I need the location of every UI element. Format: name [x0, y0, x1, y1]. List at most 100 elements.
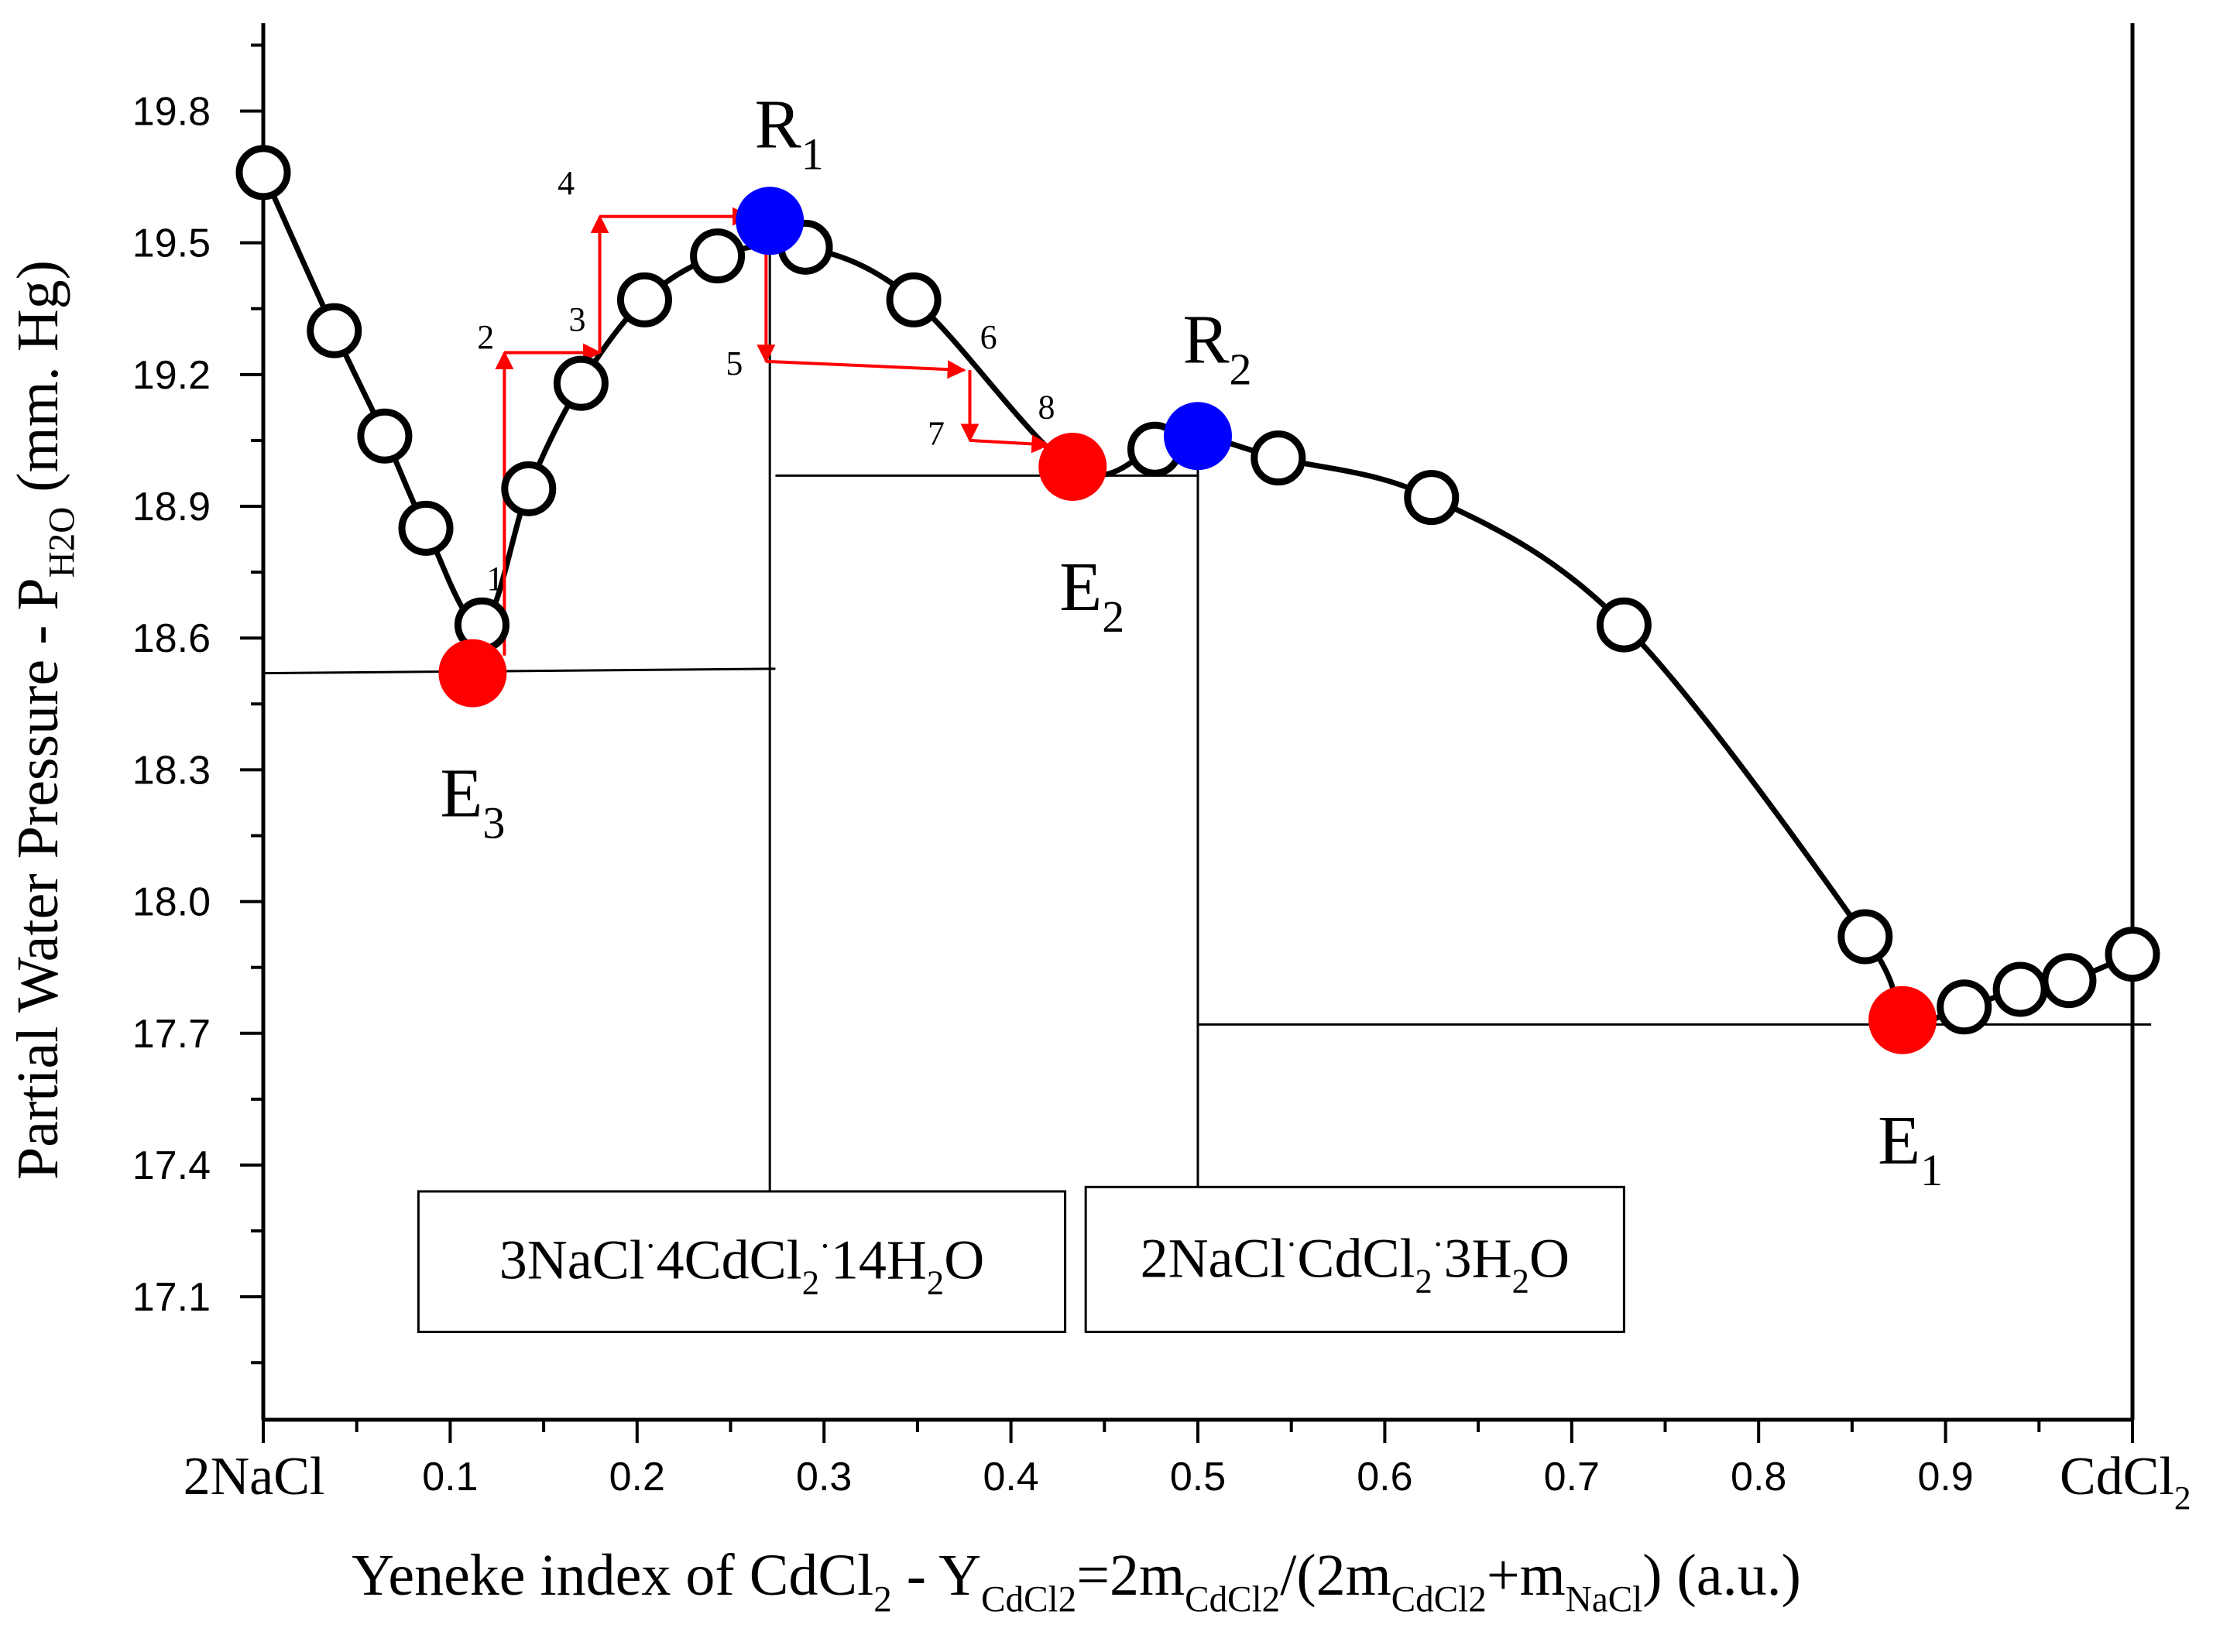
special-point-subscript: 1 — [1920, 1145, 1943, 1195]
data-point — [501, 461, 557, 516]
x-axis-title-part: CdCl2 — [1185, 1579, 1280, 1619]
x-end-label: CdCl2 — [2060, 1447, 2191, 1517]
path-step-label-5: 5 — [726, 344, 743, 382]
x-tick-label: 0.3 — [796, 1455, 852, 1499]
path-step-label-8: 8 — [1038, 389, 1055, 427]
special-point-letter: R — [755, 86, 801, 163]
x-tick-label: 0.5 — [1170, 1455, 1226, 1499]
phase-box-label-1-part: · — [1432, 1225, 1444, 1263]
y-tick-label: 18.3 — [132, 748, 211, 793]
data-point — [2105, 927, 2160, 982]
path-step-label-7: 7 — [928, 415, 945, 453]
x-tick-label: 0.1 — [422, 1455, 478, 1499]
special-point-R1 — [736, 187, 805, 255]
x-tick-label: 0.9 — [1917, 1455, 1973, 1499]
axis-labels: Yeneke index of CdCl2 - YCdCl2=2mCdCl2/(… — [5, 260, 1801, 1619]
x-end-label: 2NaCl — [184, 1447, 325, 1506]
data-point — [2041, 953, 2097, 1009]
y-axis-title-part: (mm. Hg) — [5, 260, 70, 507]
data-point — [1251, 430, 1306, 486]
data-point — [1837, 909, 1893, 965]
phase-box-label-1-part: 3H — [1444, 1227, 1512, 1289]
x-end-label-part: 2 — [2174, 1480, 2191, 1517]
phase-boxes: 3NaCl·4CdCl2·14H2O 2NaCl·CdCl2·3H2O — [417, 1185, 1625, 1334]
phase-box-label-1-part: O — [1529, 1227, 1570, 1289]
x-axis-title-part: CdCl2 — [981, 1579, 1076, 1619]
x-axis-title-part: - Y — [892, 1543, 981, 1608]
data-point — [235, 145, 291, 201]
special-point-E2 — [1038, 432, 1107, 501]
path-step-label-4: 4 — [558, 164, 575, 202]
phase-box-label-0-part: · — [819, 1226, 831, 1265]
path-arrow-8 — [969, 434, 1051, 454]
phase-box-0 — [417, 1190, 1067, 1334]
data-point — [1937, 979, 1992, 1035]
y-axis-title-part: Partial Water Pressure - P — [5, 578, 70, 1180]
y-tick-label: 17.4 — [132, 1143, 211, 1188]
path-step-label-6: 6 — [980, 318, 997, 356]
data-point — [1596, 597, 1652, 653]
x-axis-title-part: ) (a.u.) — [1642, 1543, 1801, 1608]
data-point — [690, 228, 746, 284]
phase-box-1 — [1084, 1185, 1625, 1334]
data-point — [886, 272, 942, 327]
data-point — [398, 500, 454, 556]
phase-box-label-0-part: 2 — [802, 1263, 819, 1302]
x-tick-label: 0.4 — [983, 1455, 1038, 1499]
phase-box-label-1: 2NaCl·CdCl2·3H2O — [1141, 1225, 1570, 1301]
x-axis-title-part: +m — [1487, 1543, 1566, 1608]
special-point-subscript: 3 — [482, 798, 505, 848]
special-point-letter: E — [1878, 1102, 1920, 1179]
x-axis-title-part: Yeneke index of CdCl — [352, 1543, 873, 1608]
guide-line-0 — [262, 667, 776, 675]
special-point-subscript: 2 — [1230, 344, 1252, 394]
phase-box-label-1-part: CdCl — [1297, 1227, 1415, 1289]
data-point — [1992, 961, 2048, 1017]
special-point-letter: E — [440, 756, 482, 832]
data-point — [357, 408, 413, 464]
guide-lines — [262, 221, 2152, 1214]
phase-box-label-0-part: 2 — [927, 1263, 944, 1302]
x-end-label-part: 2NaCl — [184, 1447, 325, 1506]
y-tick-label: 17.7 — [132, 1012, 211, 1057]
data-points — [235, 145, 2160, 1035]
x-tick-label: 0.2 — [609, 1455, 665, 1499]
data-point — [1404, 470, 1460, 526]
path-step-label-1: 1 — [486, 560, 503, 598]
y-tick-label: 18.6 — [132, 616, 211, 661]
y-axis-title-part: H2O — [42, 507, 82, 578]
y-tick-label: 18.0 — [132, 880, 211, 925]
y-tick-label: 19.2 — [132, 353, 211, 398]
x-tick-label: 0.7 — [1544, 1455, 1600, 1499]
phase-box-label-1-part: 2 — [1415, 1262, 1432, 1301]
special-point-label-E1: E1 — [1878, 1102, 1943, 1195]
special-point-E3 — [438, 639, 507, 708]
path-step-label-3: 3 — [569, 300, 586, 338]
y-tick-label: 18.9 — [132, 485, 211, 530]
x-axis-title-part: =2m — [1076, 1543, 1185, 1608]
y-tick-label: 19.5 — [132, 221, 211, 266]
phase-box-label-0-part: O — [944, 1229, 984, 1291]
data-point — [553, 355, 609, 411]
special-point-subscript: 2 — [1102, 591, 1124, 642]
x-axis-title: Yeneke index of CdCl2 - YCdCl2=2mCdCl2/(… — [352, 1543, 1801, 1619]
special-point-R2 — [1164, 402, 1232, 471]
phase-box-label-0-part: · — [645, 1226, 657, 1265]
special-point-label-E2: E2 — [1059, 549, 1124, 642]
y-axis-title: Partial Water Pressure - PH2O (mm. Hg) — [5, 260, 82, 1180]
phase-box-label-0: 3NaCl·4CdCl2·14H2O — [499, 1226, 984, 1302]
phase-box-label-1-part: 2 — [1512, 1262, 1529, 1301]
phase-box-label-0-part: 4CdCl — [657, 1229, 802, 1291]
special-point-label-E3: E3 — [440, 756, 505, 848]
data-point — [307, 303, 362, 358]
phase-box-label-0-part: 14H — [831, 1229, 927, 1291]
phase-box-label-0-part: 3NaCl — [499, 1229, 645, 1291]
x-axis-title-part: CdCl2 — [1391, 1579, 1487, 1619]
special-point-label-R1: R1 — [755, 86, 824, 179]
x-end-label-part: CdCl — [2060, 1447, 2174, 1506]
special-point-letter: R — [1182, 301, 1229, 378]
y-tick-label: 17.1 — [132, 1275, 211, 1320]
